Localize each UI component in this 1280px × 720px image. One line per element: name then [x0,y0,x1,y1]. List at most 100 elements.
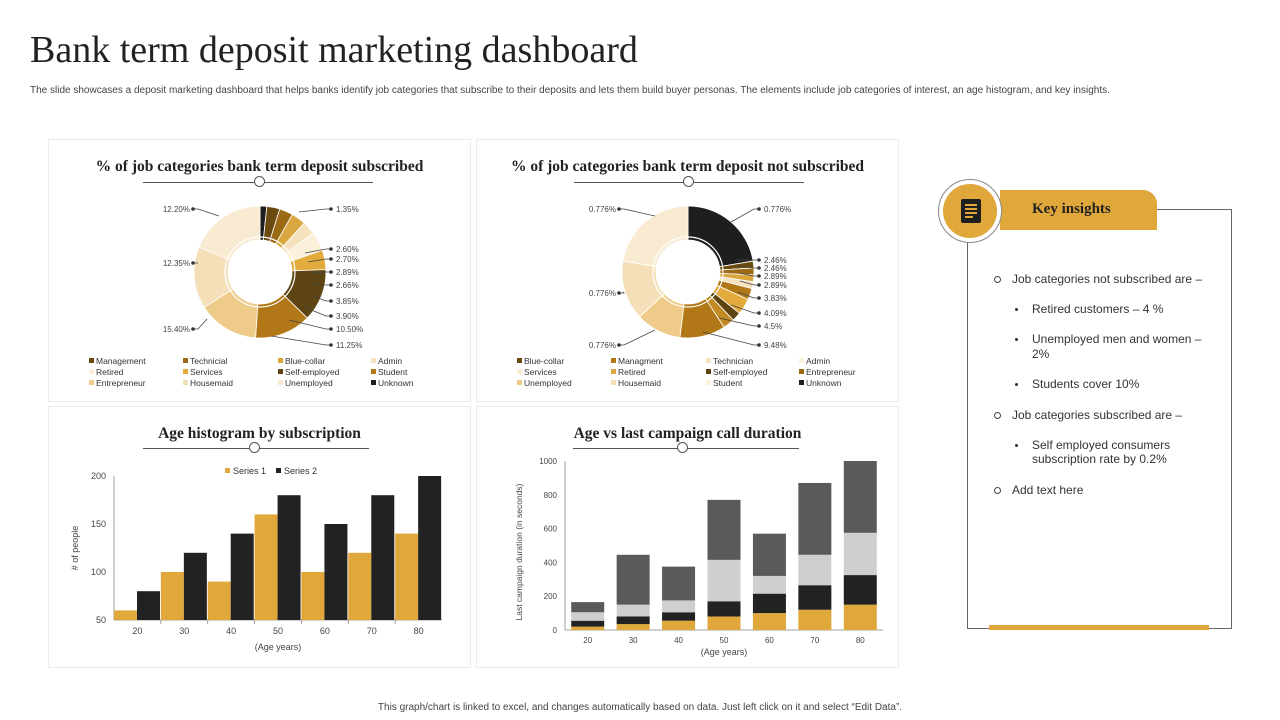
legend-swatch [89,358,94,363]
leader-dot [329,283,333,287]
stacked-bar-segment[interactable] [571,626,605,630]
bar-series-1[interactable] [114,610,137,620]
legend-swatch [706,358,711,363]
stacked-bar-segment[interactable] [798,482,832,555]
stacked-bar-segment[interactable] [707,559,741,602]
bar-series-1[interactable] [160,572,184,620]
bar-series-1[interactable] [207,581,231,620]
legend-label: Entrepreneur [96,378,146,388]
y-tick-label: 800 [544,491,558,500]
bar-series-2[interactable] [183,552,207,620]
stacked-bar-segment[interactable] [571,612,605,621]
stacked-bar-segment[interactable] [798,585,832,610]
y-axis-label: Last campaign duration (in seconds) [514,483,524,620]
stacked-bar-segment[interactable] [707,616,741,630]
y-tick-label: 1000 [539,457,557,466]
data-label: 4.5% [764,322,782,331]
bar-series-2[interactable] [137,591,160,620]
stacked-bar-segment[interactable] [571,602,605,613]
data-label: 0.776% [764,205,791,214]
stacked-bar-segment[interactable] [662,620,696,630]
data-label: 9.48% [764,341,787,350]
bullet-circle-icon [994,412,1001,419]
y-tick-label: 400 [544,558,558,567]
stacked-bar-segment[interactable] [843,532,877,576]
bar-series-1[interactable] [301,572,325,620]
not-subscribed-donut-chart[interactable]: 0.776%2.46%2.46%2.89%2.89%3.83%4.09%4.5%… [477,140,900,403]
stacked-bar-segment[interactable] [843,575,877,605]
not-subscribed-pie-panel[interactable]: % of job categories bank term deposit no… [476,139,899,402]
x-tick-label: 80 [856,636,865,645]
bar-series-2[interactable] [324,524,348,620]
bar-series-2[interactable] [371,495,395,620]
legend-label: Self-employed [713,367,768,377]
leader-line [619,208,656,217]
pie-slice-unknown-2-[interactable] [622,205,689,268]
bar-series-1[interactable] [348,552,372,620]
stacked-bar-segment[interactable] [752,593,786,614]
stacked-bar-segment[interactable] [616,604,650,617]
legend-label: Retired [618,367,646,377]
legend-swatch [183,380,188,385]
y-tick-label: 200 [91,471,106,481]
legend-label: Retired [96,367,124,377]
x-tick-label: 70 [810,636,819,645]
leader-dot [329,257,333,261]
x-axis-label: (Age years) [255,642,302,652]
x-tick-label: 60 [320,626,330,636]
leader-line [270,335,331,346]
legend-swatch [517,358,522,363]
stacked-bar-segment[interactable] [707,499,741,560]
call-duration-stacked-chart[interactable]: 0 200 400 600 800 1000 20 30 40 50 60 70 80 (Age year… [477,407,900,669]
bar-series-1[interactable] [395,533,419,620]
stacked-bar-segment[interactable] [616,554,650,605]
legend-label: Series 2 [284,466,317,476]
leader-line [730,208,759,223]
leader-line [702,331,759,346]
stacked-bar-segment[interactable] [752,575,786,594]
stacked-bar-segment[interactable] [616,624,650,630]
stacked-bar-segment[interactable] [662,612,696,621]
stacked-bar-segment[interactable] [752,613,786,630]
chart-title: Age vs last campaign call duration [573,425,802,442]
subscribed-donut-chart[interactable]: 1.35% 2.60%2.70% 2.89% 2.66% 3.85% 3.90% 10.50… [49,140,472,403]
bar-series-2[interactable] [418,476,442,620]
data-label: 2.70% [336,255,359,264]
legend-swatch [799,358,804,363]
pie-slice-unemployed[interactable] [198,205,261,261]
age-histogram-chart[interactable]: 50 100 150 200 20 30 40 50 60 70 80 (Age years) # of… [49,407,472,669]
stacked-bar-segment[interactable] [662,566,696,601]
title-divider-knob [677,442,688,453]
legend-label: Technician [713,356,753,366]
stacked-bar-segment[interactable] [707,601,741,617]
data-label: 10.50% [336,325,363,334]
x-tick-label: 40 [674,636,683,645]
subscribed-pie-panel[interactable]: % of job categories bank term deposit su… [48,139,471,402]
data-label: 3.83% [764,294,787,303]
stacked-bar-segment[interactable] [662,600,696,613]
page-title: Bank term deposit marketing dashboard [30,29,638,71]
bar-series-2[interactable] [277,495,301,620]
y-tick-label: 100 [91,567,106,577]
leader-dot [329,299,333,303]
insight-item: Add text here [1012,483,1084,497]
title-divider-knob [254,176,265,187]
bar-series-1[interactable] [254,514,278,620]
data-label: 4.09% [764,309,787,318]
stacked-bar-segment[interactable] [798,554,832,586]
call-duration-panel[interactable]: Age vs last campaign call duration 0 200 4… [476,406,899,668]
stacked-bar-segment[interactable] [752,533,786,576]
data-label: 0.776% [589,289,616,298]
chart-title: % of job categories bank term deposit su… [95,158,424,175]
stacked-bar-segment[interactable] [843,604,877,630]
stacked-bar-segment[interactable] [616,616,650,625]
data-label: 3.85% [336,297,359,306]
stacked-bar-segment[interactable] [843,461,877,533]
bar-series-2[interactable] [230,533,254,620]
age-histogram-panel[interactable]: Age histogram by subscription 50 100 150 20… [48,406,471,668]
leader-line [619,329,656,346]
stacked-bar-segment[interactable] [798,609,832,630]
insight-item: Retired customers – 4 % [1032,302,1164,316]
legend-swatch [517,380,522,385]
stacked-bar-segment[interactable] [571,620,605,627]
